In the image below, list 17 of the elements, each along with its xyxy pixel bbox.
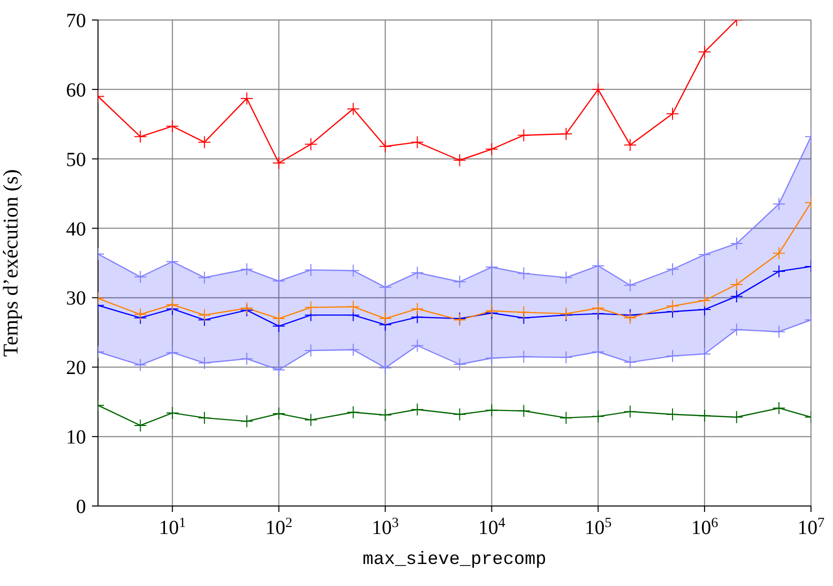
x-tick-label: 10$^{3}$ <box>372 516 399 539</box>
y-tick-label: 30 <box>66 288 86 310</box>
y-tick-label: 40 <box>66 218 86 240</box>
y-tick-label: 20 <box>66 357 86 380</box>
y-tick-label: 0 <box>76 496 86 518</box>
x-tick-label: 10$^{6}$ <box>691 516 718 539</box>
x-tick-label: 10$^{7}$ <box>798 516 824 539</box>
y-tick-label: 10 <box>66 426 86 449</box>
y-axis-title: Temps d’exécution (s) <box>0 169 22 357</box>
x-tick-label: 10$^{1}$ <box>158 516 186 539</box>
y-tick-label: 70 <box>66 10 86 32</box>
x-tick-label: 10$^{5}$ <box>584 516 612 539</box>
y-tick-label: 50 <box>66 148 86 171</box>
y-tick-label: 60 <box>66 79 86 102</box>
x-tick-label: 10$^{4}$ <box>478 516 506 539</box>
x-axis-title: max_sieve_precomp <box>362 550 546 570</box>
x-tick-label: 10$^{2}$ <box>265 516 292 539</box>
